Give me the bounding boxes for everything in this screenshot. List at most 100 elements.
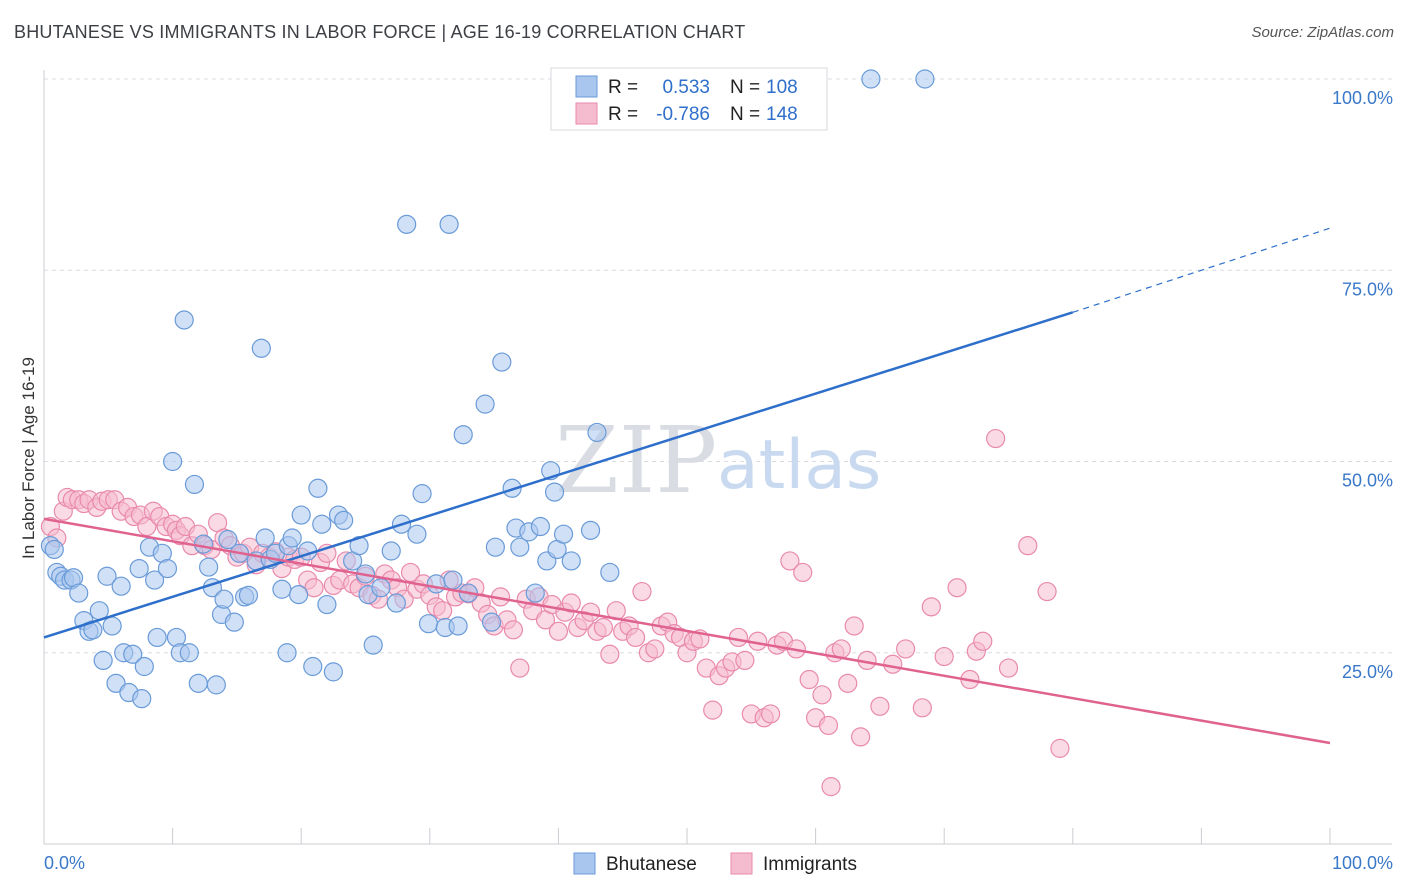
point-bhutanese [312, 514, 332, 534]
point-bhutanese [93, 650, 113, 671]
point-immigrants [934, 646, 954, 667]
point-immigrants [1018, 536, 1038, 556]
point-bhutanese [214, 589, 234, 609]
point-bhutanese [193, 534, 214, 554]
y-tick-labels: 25.0% 50.0% 75.0% 100.0% [1332, 88, 1393, 682]
point-bhutanese [448, 616, 468, 636]
point-bhutanese [303, 656, 323, 677]
point-immigrants [844, 616, 864, 636]
bottom-legend-label-immigrants: Immigrants [763, 854, 857, 875]
bottom-legend: Bhutanese Immigrants [573, 852, 857, 875]
point-bhutanese [224, 612, 244, 632]
point-bhutanese [188, 673, 208, 693]
bottom-legend-swatch-bhutanese [573, 852, 596, 875]
point-bhutanese [272, 579, 292, 599]
chart-source: Source: ZipAtlas.com [1251, 24, 1394, 41]
point-immigrants [896, 639, 916, 659]
point-bhutanese [492, 352, 512, 372]
trend-line-bhutanese [43, 311, 1074, 639]
point-bhutanese [69, 583, 89, 603]
point-immigrants [821, 777, 841, 797]
point-bhutanese [485, 537, 505, 557]
watermark-zip: ZIP [555, 407, 717, 514]
point-bhutanese [255, 528, 275, 548]
point-immigrants [760, 704, 781, 724]
legend-swatch-bhutanese [575, 75, 598, 98]
bottom-legend-label-bhutanese: Bhutanese [606, 854, 697, 875]
grid-lines [44, 78, 1392, 654]
point-bhutanese [97, 566, 117, 586]
trend-line-bhutanese-extension [1072, 227, 1331, 313]
point-immigrants [503, 620, 523, 640]
x-tick-label-min: 0.0% [44, 853, 85, 873]
y-tick-label-0: 25.0% [1342, 662, 1393, 682]
point-bhutanese [861, 69, 881, 89]
point-bhutanese [102, 616, 122, 636]
point-bhutanese [157, 558, 178, 579]
point-immigrants [625, 627, 646, 648]
point-immigrants [433, 601, 453, 621]
y-axis-label: In Labor Force | Age 16-19 [19, 357, 38, 559]
point-bhutanese [475, 394, 495, 414]
point-bhutanese [251, 338, 271, 358]
point-bhutanese [580, 520, 601, 540]
legend-r-value-1: 0.533 [662, 77, 710, 98]
point-immigrants [851, 727, 871, 747]
point-immigrants [870, 696, 890, 716]
point-bhutanese [363, 635, 383, 655]
point-immigrants [818, 715, 839, 736]
x-tick-labels: 0.0% 100.0% [44, 853, 1393, 873]
point-bhutanese [371, 578, 391, 598]
point-immigrants [947, 578, 967, 598]
point-bhutanese [587, 422, 607, 443]
point-bhutanese [481, 612, 502, 632]
point-immigrants [703, 700, 723, 720]
legend-r-value-2: -0.786 [656, 104, 710, 125]
point-immigrants [400, 562, 421, 583]
point-immigrants [632, 581, 652, 602]
point-immigrants [780, 551, 800, 571]
legend-r-label-2: R = [608, 104, 638, 125]
point-immigrants [645, 639, 665, 659]
legend-swatch-immigrants [575, 102, 598, 125]
point-immigrants [998, 658, 1019, 678]
point-bhutanese [184, 474, 205, 495]
point-immigrants [883, 654, 903, 674]
point-bhutanese [132, 689, 152, 709]
trend-lines [43, 227, 1331, 745]
points-bhutanese [40, 69, 935, 709]
point-bhutanese [510, 537, 530, 557]
trend-line-immigrants [43, 517, 1331, 745]
watermark-atlas: atlas [717, 426, 881, 505]
point-bhutanese [412, 484, 432, 504]
point-immigrants [831, 639, 851, 659]
point-bhutanese [291, 505, 311, 525]
y-tick-label-1: 50.0% [1342, 471, 1393, 491]
point-bhutanese [323, 662, 343, 682]
point-bhutanese [206, 675, 226, 695]
point-immigrants [812, 685, 832, 705]
point-bhutanese [553, 524, 574, 544]
point-bhutanese [381, 541, 401, 561]
point-bhutanese [144, 570, 165, 590]
point-immigrants [728, 627, 749, 648]
legend-n-value-2: 148 [766, 104, 798, 125]
point-immigrants [912, 698, 932, 718]
point-immigrants [735, 650, 755, 671]
legend-n-label-1: N = [730, 77, 760, 98]
point-bhutanese [525, 583, 545, 603]
bottom-legend-swatch-immigrants [730, 852, 753, 875]
point-bhutanese [174, 310, 194, 330]
legend-n-value-1: 108 [766, 77, 798, 98]
point-bhutanese [111, 576, 131, 596]
point-bhutanese [238, 585, 259, 605]
point-bhutanese [44, 539, 64, 560]
legend-r-label-1: R = [608, 77, 638, 98]
point-immigrants [799, 669, 819, 690]
point-bhutanese [334, 510, 354, 531]
point-bhutanese [544, 482, 565, 502]
point-bhutanese [317, 594, 337, 615]
point-bhutanese [277, 643, 297, 663]
point-immigrants [973, 631, 993, 651]
